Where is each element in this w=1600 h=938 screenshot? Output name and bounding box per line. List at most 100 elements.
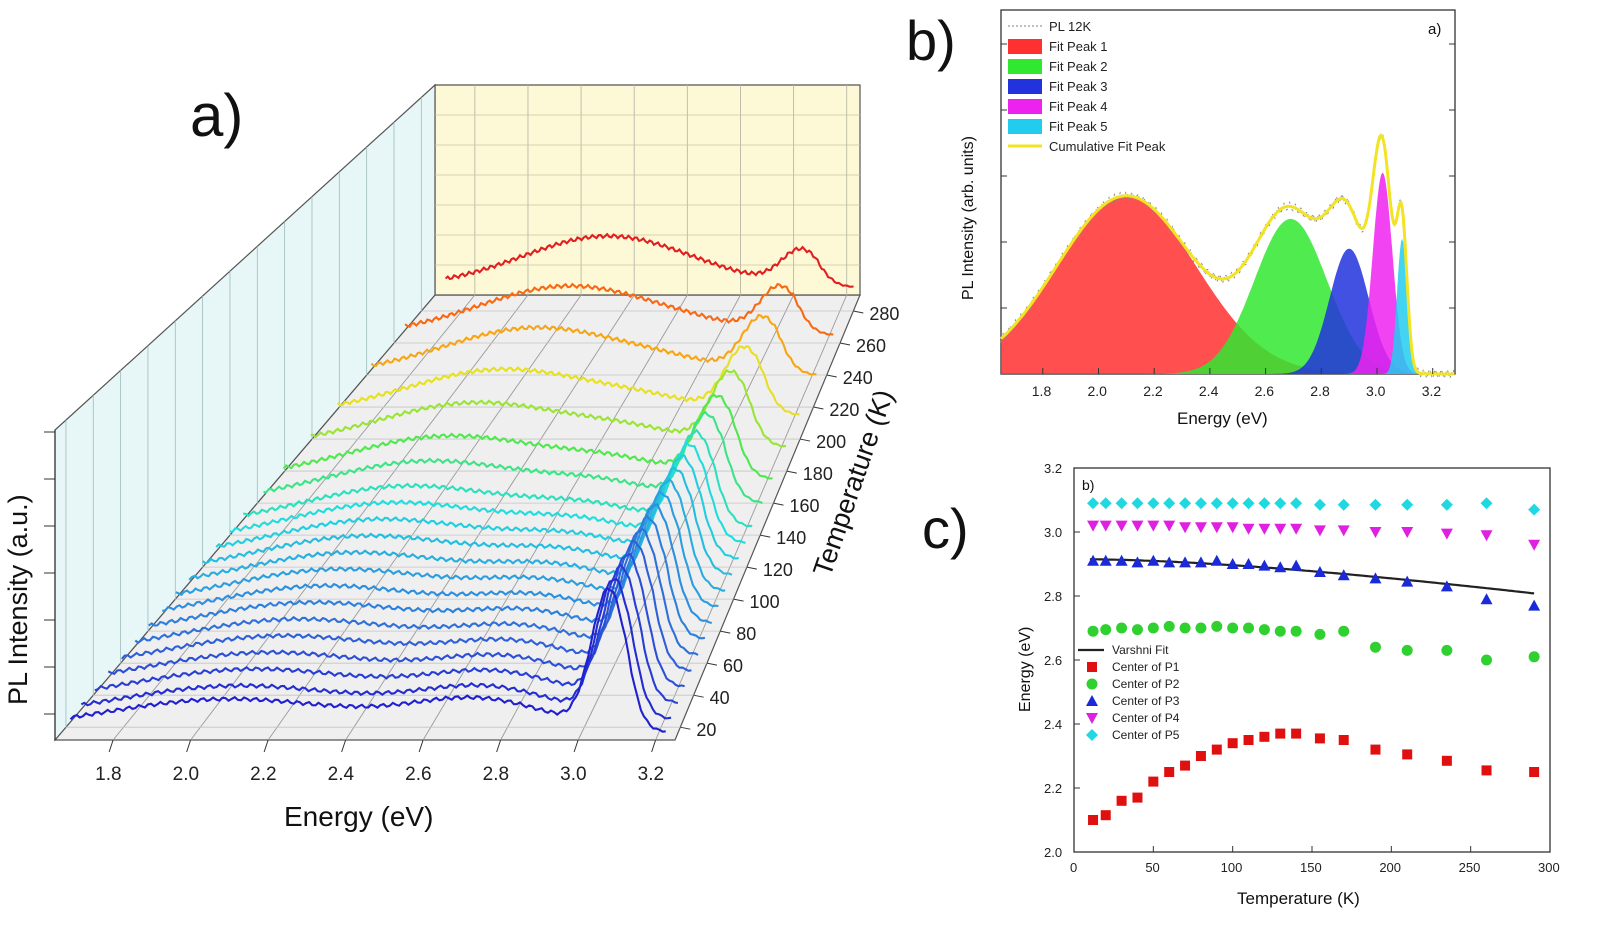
panel-b-legend-label: Fit Peak 1 [1049,39,1108,54]
panel-a-x-tick-label: 2.0 [173,764,199,785]
panel-b-legend-label: Fit Peak 5 [1049,119,1108,134]
panel-c-point-p5 [1099,497,1112,510]
panel-a-spectrum-140K [243,428,753,528]
panel-a-spectrum-30K [94,562,679,705]
panel-c-point-p4 [1440,528,1453,540]
panel-c-point-p1 [1164,767,1175,777]
panel-c-y-tick-label: 3.0 [1044,525,1062,540]
panel-a-floor-gridline [655,294,848,741]
panel-c-point-p1 [1291,728,1302,739]
panel-c-legend-label: Varshni Fit [1112,643,1169,657]
panel-c-point-p4 [1528,539,1541,551]
panel-c-point-p5 [1131,497,1144,510]
panel-c-point-p4 [1099,520,1112,532]
panel-c-point-p2 [1528,651,1540,663]
panel-b-legend: PL 12K Fit Peak 1 Fit Peak 2 Fit Peak 3 Fit … [1008,19,1166,154]
panel-c-point-p3 [1337,569,1350,581]
panel-a-z-tick [826,374,837,378]
panel-a-x-tick-label: 2.4 [328,764,355,785]
panel-c-point-p4 [1115,520,1128,532]
panel-a-z-tick-label: 240 [843,368,873,388]
panel-c-legend-label: Center of P4 [1112,711,1180,725]
panel-a-spectrum-290K [444,232,854,288]
panel-c-point-p2 [1131,624,1143,636]
panel-c-point-p2 [1147,622,1159,634]
panel-b-x-tick-label: 2.2 [1143,383,1163,399]
panel-b-x-tick-label: 3.2 [1422,383,1442,399]
panel-a-z-tick-label: 160 [789,496,819,516]
panel-a-x-tick-label: 2.6 [405,764,431,785]
panel-a-z-tick [680,726,691,730]
panel-b-legend-label: Fit Peak 3 [1049,79,1108,94]
panel-a-z-tick [720,630,731,634]
panel-c-point-p2 [1116,622,1128,634]
panel-c-point-p3 [1258,559,1271,571]
panel-c-point-p1 [1441,755,1452,766]
panel-b-pl-12k-line [1000,132,1455,380]
panel-c-varshni-fit-line [1089,558,1535,595]
panel-c-point-p2 [1401,644,1413,656]
panel-c-y-tick-label: 2.0 [1044,845,1062,860]
panel-a-label: a) [190,82,243,149]
panel-a-x-tick-label: 3.2 [638,764,664,785]
panel-b-xlabel: Energy (eV) [1177,409,1268,428]
panel-c-point-p1 [1132,792,1143,803]
panel-c-point-p2 [1179,622,1191,634]
panel-c-label: c) [922,497,969,560]
panel-b-legend-label: Fit Peak 4 [1049,99,1108,114]
panel-c-y-tick-label: 2.8 [1044,589,1062,604]
panel-a-x-tick [263,739,269,753]
panel-c-y-tick-label: 2.4 [1044,717,1062,732]
panel-b-x-tick-label: 2.4 [1199,383,1219,399]
panel-c-point-p3 [1115,554,1128,566]
panel-c-point-p5 [1480,497,1493,510]
panel-c-point-p5 [1337,498,1350,511]
panel-b-x-tick-label: 3.0 [1366,383,1386,399]
panel-c-point-p2 [1227,622,1239,634]
panel-b-legend-label: PL 12K [1049,19,1091,34]
panel-c-point-p1 [1148,776,1159,787]
panel-c-point-p3 [1401,575,1414,587]
panel-c-point-p2 [1338,625,1350,637]
panel-b-x-tick-label: 2.6 [1255,383,1275,399]
panel-c-legend-label: Center of P1 [1112,660,1180,674]
panel-b-inset-label: a) [1428,21,1441,38]
panel-b-lines [999,132,1455,380]
panel-a-x-tick-label: 2.2 [250,764,276,785]
panel-c-y-tick-label: 2.6 [1044,653,1062,668]
panel-c-point-p2 [1163,620,1175,632]
panel-c-legend-swatch [1086,713,1098,724]
panel-a-spectrum-12K [69,586,666,733]
panel-b-fit-peak-1 [1001,195,1455,374]
panel-a-floor-gridline [422,294,688,741]
panel-c-point-p2 [1243,622,1255,634]
panel-c-point-p1 [1275,728,1286,739]
panel-a-z-tick-label: 40 [710,688,730,708]
panel-b-cumulative-fit-line [999,133,1455,376]
panel-c-point-p5 [1440,498,1453,511]
panel-a-x-tick [341,739,347,753]
panel-c-point-p3 [1087,554,1100,566]
panel-c-point-p5 [1087,497,1100,510]
panel-a-z-tick-label: 60 [723,656,743,676]
panel-c-point-p2 [1314,628,1326,640]
panel-c-point-p5 [1242,497,1255,510]
panel-c-point-p1 [1088,815,1099,825]
panel-c-plot-frame [1073,467,1551,853]
panel-c-point-p3 [1369,572,1382,584]
panel-c-point-p5 [1226,497,1239,510]
panel-c-point-p4 [1337,525,1350,537]
panel-c-point-p2 [1274,625,1286,637]
panel-a-ticks: 1.8 2.0 2.2 2.4 2.6 2.8 3.0 3.2 20 40 60 80 100 120 14… [95,304,899,785]
panel-c-point-p1 [1529,767,1540,777]
panel-c-point-p2 [1258,624,1270,636]
panel-c-point-p1 [1180,760,1191,771]
panel-a-x-tick [418,739,424,753]
panel-c-legend-label: Center of P2 [1112,677,1180,691]
panel-a-z-tick [706,662,718,666]
panel-c-point-p4 [1087,520,1100,532]
panel-a-z-tick [760,534,771,538]
panel-a-spectrum-170K [282,393,773,480]
panel-c-varshni-fit [1089,558,1535,595]
panel-c-point-p5 [1313,498,1326,511]
